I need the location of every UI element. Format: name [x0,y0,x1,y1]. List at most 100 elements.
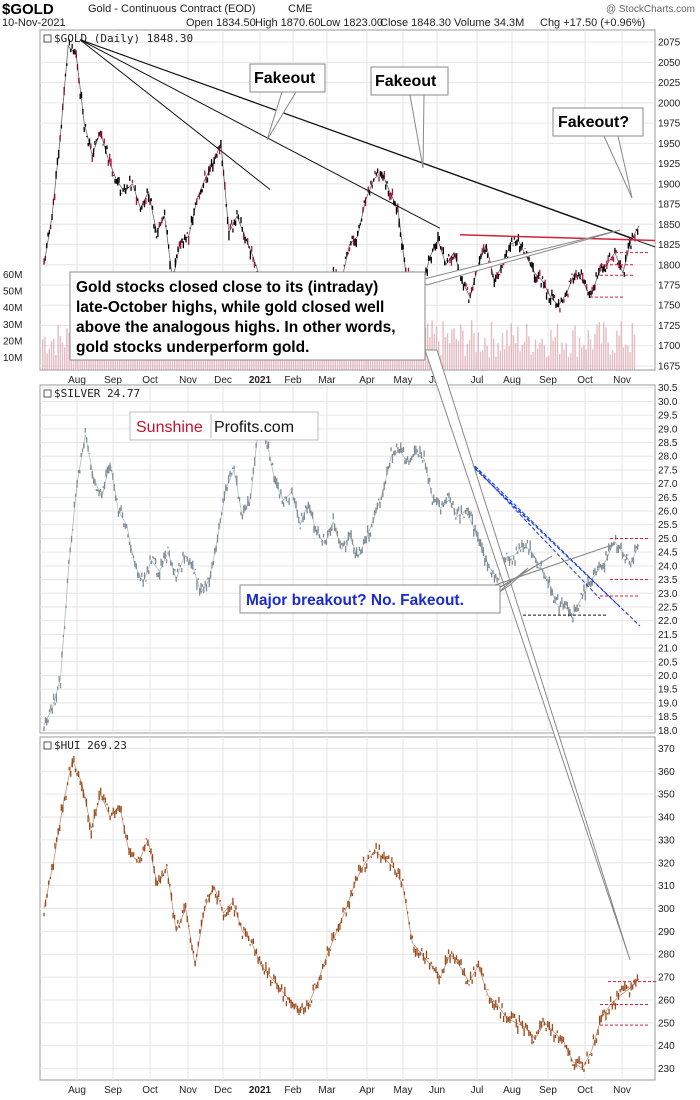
silver-ytick-label: 25.0 [658,534,678,545]
gold-volume-bar [545,356,548,370]
logo-left: Sunshine [136,419,203,436]
gold-volume-bar [596,324,598,370]
gold-volume-bar [554,336,556,370]
header-high: High 1870.60 [255,17,320,29]
gold-volume-bar [163,354,165,370]
header-symbol: $GOLD [2,1,54,18]
gold-volume-bar [64,347,66,370]
gold-volume-bar [290,356,292,370]
gold-volume-bar [581,347,583,370]
gold-xtick-label: Oct [577,375,593,386]
silver-note-box [239,584,501,614]
gold-volume-bar [165,356,167,370]
gold-volume-bar [532,351,534,370]
gold-volume-bar [273,352,275,370]
gold-xtick-label: Sep [104,375,122,386]
header-name: Gold - Continuous Contract (EOD) [88,3,256,15]
gold-volume-bar [455,338,457,370]
gold-note-line-3: above the analogous highs. In other word… [76,319,396,336]
gold-volume-bar [435,326,438,370]
gold-volume-bar [88,356,90,370]
gold-volume-bar [156,352,158,370]
gold-trendline-2 [79,39,441,229]
gold-volume-bar [543,345,545,370]
gold-volume-bar [528,336,530,370]
silver-ytick-label: 27.0 [658,479,678,490]
gold-volume-bar [495,356,497,370]
header-open: Open 1834.50 [186,17,256,29]
gold-ytick-label: 1675 [658,361,681,372]
header-volume: Volume 34.3M [454,17,524,29]
fakeout-box-2 [370,66,449,96]
gold-ytick-label: 2050 [658,58,681,69]
hui-ytick-label: 320 [658,858,675,869]
gold-note-line-4: gold stocks underperform gold. [76,339,309,356]
gold-xtick-label: 2021 [249,375,272,386]
silver-ytick-label: 29.0 [658,424,678,435]
hui-xtick-label: Feb [284,1085,302,1096]
hui-xtick-label: Dec [214,1085,232,1096]
gold-ytick-label: 1925 [658,159,681,170]
gold-volume-bar [473,332,475,370]
gold-volume-bar [70,355,72,370]
gold-xtick-label: Jul [471,375,484,386]
hui-panel: 230 240 250 260 270 280 290 300 310 320 330 340 350 3… [39,736,675,1096]
gold-volume-bar [50,341,53,370]
gold-xtick-label: Mar [318,375,336,386]
hui-xtick-label: Jun [429,1085,445,1096]
gold-volume-tick-label: 30M [3,320,22,331]
gold-volume-bar [68,333,70,370]
gold-volume-bar [46,353,48,370]
gold-ytick-label: 1775 [658,281,681,292]
gold-ytick-label: 2000 [658,98,681,109]
gold-volume-bar [576,356,578,370]
silver-ytick-label: 24.0 [658,561,678,572]
gold-volume-bar [510,323,512,370]
gold-volume-bar [517,326,519,370]
gold-panel-title: $GOLD (Daily) 1848.30 [54,32,193,45]
gold-volume-bar [334,354,336,370]
silver-ytick-label: 19.5 [658,685,678,696]
gold-volume-bar [330,357,332,370]
fakeout-label-3: Fakeout? [558,114,629,131]
hui-xtick-label: Nov [179,1085,197,1096]
fakeout-label-2: Fakeout [375,73,437,90]
gold-volume-tick-label: 50M [3,287,22,298]
gold-volume-bar [468,340,471,370]
logo-box [129,411,319,441]
gold-volume-bar [79,351,81,370]
gold-volume-bar [633,334,636,370]
callout-pointer-1 [266,91,297,141]
gold-volume-bar [526,324,528,370]
hui-ytick-label: 240 [658,1041,675,1052]
gold-volume-bar [603,322,605,370]
hui-price-line [43,758,640,1070]
gold-ytick-label: 1950 [658,139,681,150]
hui-xtick-label: Apr [359,1085,375,1096]
silver-ytick-label: 27.5 [658,465,678,476]
silver-ytick-label: 21.0 [658,644,678,655]
gold-volume-bar [292,354,295,370]
callout-pointer-silver-3 [494,567,529,596]
callout-pointer-silver-2 [494,555,553,591]
gold-volume-bar [380,356,383,370]
hui-panel-title: $HUI 269.23 [54,739,127,752]
gold-xtick-label: Feb [284,375,302,386]
gold-ytick-label: 2025 [658,78,681,89]
hui-ytick-label: 230 [658,1064,675,1075]
gold-volume-bar [552,340,554,370]
silver-panel-title: $SILVER 24.77 [54,387,140,400]
silver-breakout-line [461,453,601,600]
gold-volume-tick-label: 10M [3,353,22,364]
gold-volume-bar [506,329,508,370]
gold-volume-bar [398,353,400,370]
silver-ytick-label: 30.5 [658,383,678,394]
gold-volume-bar [220,357,222,370]
gold-volume-bar [59,335,61,370]
gold-xtick-label: May [394,375,413,386]
hui-xtick-label: Sep [539,1085,557,1096]
gold-volume-bar [620,321,622,370]
gold-volume-bar [442,321,444,370]
hui-ytick-label: 350 [658,790,675,801]
gold-volume-bar [112,351,114,370]
